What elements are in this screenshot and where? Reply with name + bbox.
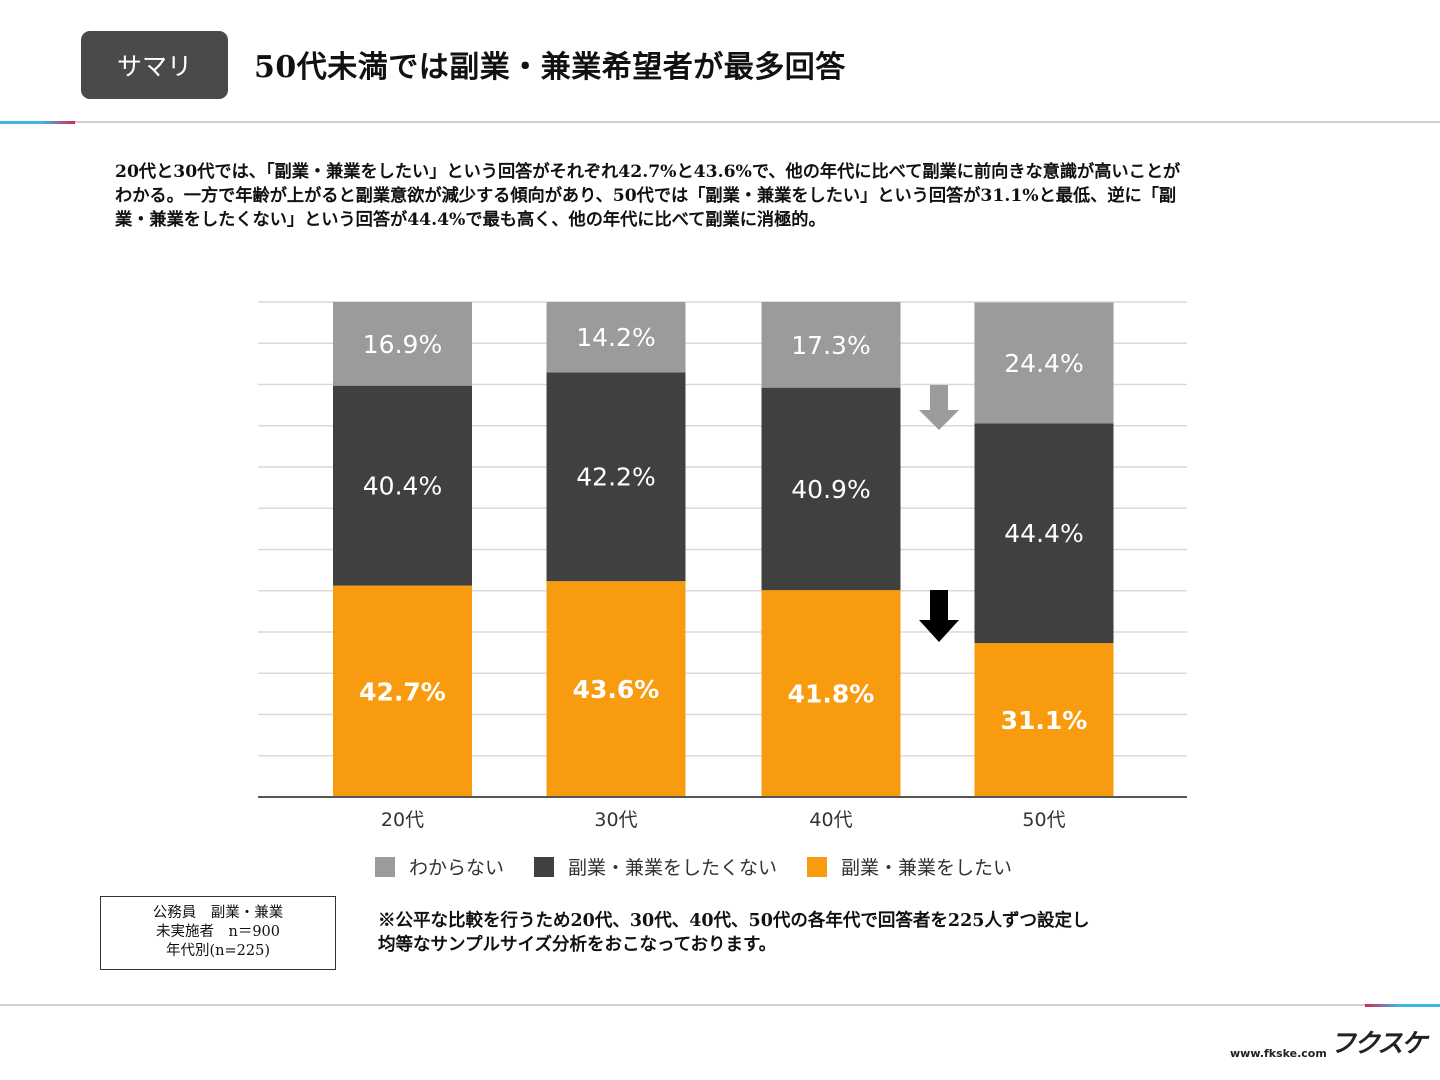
sample-info-line-3: 年代別(n=225) [166, 943, 270, 959]
bar-segment [974, 423, 1114, 644]
section-tag: サマリ [81, 31, 228, 99]
summary-line-3: 業・兼業をしたくない」という回答が44.4%で最も高く、他の年代に比べて副業に消… [115, 210, 826, 230]
bar-segment [761, 590, 901, 797]
footnote-line-2: 均等なサンプルサイズ分析をおこなっております。 [378, 935, 777, 955]
data-label: 42.7% [359, 677, 446, 706]
data-label: 43.6% [573, 675, 660, 704]
data-label: 40.9% [791, 475, 870, 504]
bar-segment [333, 585, 472, 797]
bar-segment [974, 643, 1114, 797]
bar-segment [761, 302, 901, 388]
chart-legend: わからない 副業・兼業をしたくない 副業・兼業をしたい [375, 853, 1042, 880]
sample-info-line-1: 公務員 副業・兼業 [152, 905, 284, 921]
bar-segment [546, 372, 686, 582]
footer-accent [1365, 1004, 1440, 1007]
sample-info-line-2: 未実施者 n＝900 [155, 924, 280, 940]
bar-segment [333, 385, 472, 586]
data-label: 44.4% [1004, 519, 1083, 548]
summary-line-1: 20代と30代では、「副業・兼業をしたい」という回答がそれぞれ42.7%と43.… [115, 162, 1181, 182]
data-label: 40.4% [363, 472, 442, 501]
summary-text: 20代と30代では、「副業・兼業をしたい」という回答がそれぞれ42.7%と43.… [115, 160, 1345, 232]
footnote: ※公平な比較を行うため20代、30代、40代、50代の各年代で回答者を225人ず… [378, 909, 1089, 957]
arrow-down-icon [919, 385, 959, 430]
data-label: 41.8% [788, 680, 875, 709]
bar-segment [333, 302, 472, 386]
legend-item-no: 副業・兼業をしたくない [534, 853, 777, 880]
data-label: 42.2% [576, 463, 655, 492]
legend-swatch-yes [807, 856, 828, 877]
arrow-down-icon [919, 590, 959, 642]
data-label: 14.2% [576, 323, 655, 352]
data-label: 16.9% [363, 330, 442, 359]
bar-segment [546, 581, 686, 797]
header-divider [0, 121, 1440, 123]
sample-info-box: 公務員 副業・兼業 未実施者 n＝900 年代別(n=225) [100, 896, 336, 970]
legend-label-no: 副業・兼業をしたくない [568, 857, 778, 879]
legend-swatch-no [534, 856, 555, 877]
header-accent [0, 121, 75, 124]
bar-segment [761, 387, 901, 591]
legend-item-unknown: わからない [375, 853, 504, 880]
data-label: 17.3% [791, 331, 870, 360]
page-title: 50代未満では副業・兼業希望者が最多回答 [254, 50, 846, 85]
summary-line-2: わかる。一方で年齢が上がると副業意欲が減少する傾向があり、50代では「副業・兼業… [115, 186, 1177, 206]
data-label: 24.4% [1004, 349, 1083, 378]
footer-url: www.fkske.com [1230, 1047, 1327, 1060]
footer-divider [0, 1004, 1440, 1006]
x-tick-label: 50代 [1022, 809, 1065, 831]
x-tick-label: 30代 [594, 809, 637, 831]
data-label: 31.1% [1001, 706, 1088, 735]
legend-label-unknown: わからない [409, 857, 505, 879]
x-tick-label: 40代 [809, 809, 852, 831]
footnote-line-1: ※公平な比較を行うため20代、30代、40代、50代の各年代で回答者を225人ず… [378, 911, 1090, 931]
legend-item-yes: 副業・兼業をしたい [807, 853, 1012, 880]
legend-label-yes: 副業・兼業をしたい [841, 857, 1013, 879]
brand-logo: フクスケ [1330, 1029, 1427, 1059]
bar-segment [546, 302, 686, 373]
legend-swatch-unknown [375, 856, 395, 877]
bar-segment [974, 302, 1114, 424]
x-tick-label: 20代 [381, 809, 424, 831]
